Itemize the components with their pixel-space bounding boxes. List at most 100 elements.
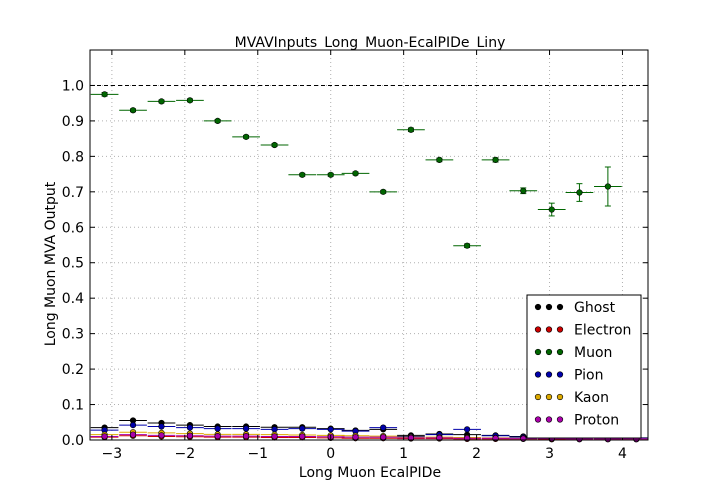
legend-marker: [534, 303, 542, 311]
series-group: [90, 91, 648, 443]
data-point: [352, 170, 359, 177]
x-axis-title: Long Muon EcalPIDe: [299, 465, 441, 481]
data-point: [158, 423, 165, 430]
legend-marker: [545, 303, 553, 311]
legend-marker: [556, 303, 564, 311]
y-tick-label: 0.6: [62, 220, 84, 236]
legend-label: Ghost: [574, 300, 616, 316]
data-point: [380, 424, 387, 431]
data-point: [299, 433, 306, 440]
chart-title: MVAVInputs_Long_Muon-EcalPIDe_Liny: [235, 35, 506, 51]
x-tick-label: 4: [618, 446, 627, 462]
data-point: [520, 187, 527, 194]
ticks: −3 −2 −1 0 1 2 3 4 0.0 0.1 0.2 0.3 0.4 0.5 0.6 0.7 0.8 0.…: [62, 50, 648, 462]
legend-label: Pion: [574, 368, 603, 384]
data-point: [464, 242, 471, 249]
y-tick-label: 0.4: [62, 291, 84, 307]
data-point: [214, 425, 221, 432]
x-tick-label: −2: [175, 446, 196, 462]
legend-entry-proton: Proton: [534, 413, 619, 429]
data-point: [464, 426, 471, 433]
series-muon: [90, 91, 622, 249]
data-point: [576, 189, 583, 196]
data-point: [271, 433, 278, 440]
data-point: [158, 98, 165, 105]
y-axis-title: Long Muon MVA Output: [43, 181, 59, 346]
data-point: [327, 171, 334, 178]
legend-entry-kaon: Kaon: [534, 390, 609, 406]
y-tick-label: 0.1: [62, 398, 84, 414]
legend-entry-ghost: Ghost: [534, 300, 616, 316]
legend-label: Electron: [574, 323, 631, 339]
data-point: [407, 126, 415, 133]
data-point: [129, 107, 137, 114]
legend-marker: [556, 326, 564, 333]
legend-marker: [545, 348, 553, 356]
y-tick-label: 0.3: [62, 327, 84, 343]
y-tick-label: 0.9: [62, 114, 84, 130]
legend-marker: [545, 393, 553, 401]
data-point: [492, 156, 499, 164]
x-tick-label: −1: [247, 446, 268, 462]
data-point: [520, 435, 527, 442]
plot-frame: [89, 49, 649, 441]
data-point: [186, 432, 194, 439]
data-point: [242, 133, 250, 140]
data-point: [436, 156, 443, 164]
legend-marker: [534, 416, 542, 423]
legend-marker: [534, 393, 542, 401]
data-point: [299, 425, 306, 432]
x-tick-label: −3: [102, 446, 123, 462]
legend-marker: [545, 326, 553, 333]
data-point: [214, 117, 221, 125]
legend-marker: [556, 348, 564, 356]
data-point: [101, 433, 108, 440]
x-tick-label: 3: [545, 446, 554, 462]
data-point: [214, 433, 221, 440]
x-tick-label: 1: [399, 446, 408, 462]
legend-label: Muon: [574, 345, 612, 361]
data-point: [271, 141, 278, 149]
data-point: [380, 188, 387, 195]
data-point: [327, 426, 334, 433]
data-point: [436, 434, 443, 441]
y-tick-label: 0.8: [62, 149, 84, 165]
data-point: [604, 183, 611, 190]
x-tick-label: 2: [472, 446, 481, 462]
legend-label: Proton: [574, 413, 619, 429]
legend-marker: [545, 416, 553, 423]
data-point: [242, 433, 250, 440]
data-point: [548, 206, 555, 213]
legend-entry-electron: Electron: [534, 323, 631, 339]
x-tick-label: 0: [326, 446, 335, 462]
legend-entry-pion: Pion: [534, 368, 603, 384]
legend: Ghost Electron Muon Pion Kaon Proton: [526, 294, 642, 439]
y-tick-label: 0.2: [62, 362, 84, 378]
legend-entry-muon: Muon: [534, 345, 612, 361]
y-tick-label: 0.0: [62, 433, 84, 449]
legend-marker: [534, 326, 542, 333]
data-point: [158, 432, 165, 439]
legend-label: Kaon: [574, 390, 609, 406]
data-point: [271, 426, 278, 433]
data-point: [352, 434, 359, 441]
data-point: [129, 422, 137, 429]
data-point: [186, 97, 194, 104]
legend-marker: [556, 371, 564, 378]
data-point: [407, 434, 415, 441]
legend-marker: [534, 348, 542, 356]
legend-marker: [545, 371, 553, 378]
data-point: [129, 431, 137, 438]
data-point: [299, 171, 306, 178]
legend-box: [526, 294, 642, 439]
data-point: [242, 425, 250, 432]
y-tick-label: 1.0: [62, 78, 84, 94]
legend-marker: [556, 393, 564, 401]
data-point: [186, 424, 194, 431]
data-point: [380, 434, 387, 441]
y-tick-label: 0.7: [62, 185, 84, 201]
legend-marker: [534, 371, 542, 378]
legend-marker: [556, 416, 564, 423]
y-tick-label: 0.5: [62, 256, 84, 272]
